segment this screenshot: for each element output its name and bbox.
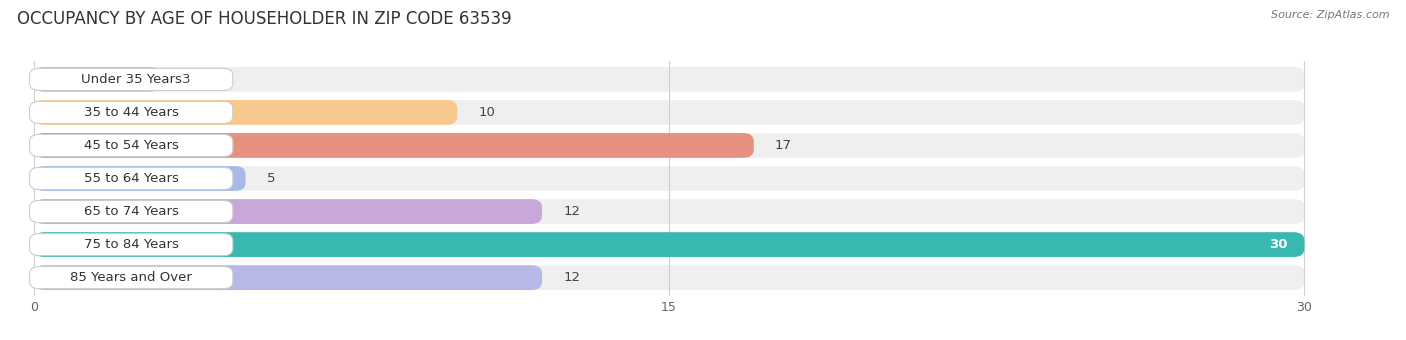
Text: 65 to 74 Years: 65 to 74 Years bbox=[84, 205, 179, 218]
FancyBboxPatch shape bbox=[34, 199, 1305, 224]
FancyBboxPatch shape bbox=[34, 232, 1305, 257]
Text: 75 to 84 Years: 75 to 84 Years bbox=[84, 238, 179, 251]
Text: 17: 17 bbox=[775, 139, 792, 152]
Text: 5: 5 bbox=[267, 172, 276, 185]
FancyBboxPatch shape bbox=[30, 134, 233, 156]
FancyBboxPatch shape bbox=[34, 133, 1305, 158]
FancyBboxPatch shape bbox=[30, 234, 233, 256]
FancyBboxPatch shape bbox=[30, 201, 233, 223]
FancyBboxPatch shape bbox=[34, 232, 1305, 257]
Text: 10: 10 bbox=[478, 106, 495, 119]
FancyBboxPatch shape bbox=[34, 265, 1305, 290]
Text: 3: 3 bbox=[181, 73, 191, 86]
FancyBboxPatch shape bbox=[34, 100, 457, 125]
Text: OCCUPANCY BY AGE OF HOUSEHOLDER IN ZIP CODE 63539: OCCUPANCY BY AGE OF HOUSEHOLDER IN ZIP C… bbox=[17, 10, 512, 28]
Text: Source: ZipAtlas.com: Source: ZipAtlas.com bbox=[1271, 10, 1389, 20]
FancyBboxPatch shape bbox=[34, 67, 160, 92]
FancyBboxPatch shape bbox=[34, 166, 1305, 191]
FancyBboxPatch shape bbox=[34, 100, 1305, 125]
Text: 45 to 54 Years: 45 to 54 Years bbox=[84, 139, 179, 152]
FancyBboxPatch shape bbox=[34, 67, 1305, 92]
FancyBboxPatch shape bbox=[34, 199, 543, 224]
Text: 12: 12 bbox=[564, 205, 581, 218]
FancyBboxPatch shape bbox=[34, 166, 246, 191]
FancyBboxPatch shape bbox=[30, 101, 233, 123]
FancyBboxPatch shape bbox=[34, 133, 754, 158]
Text: 85 Years and Over: 85 Years and Over bbox=[70, 271, 193, 284]
Text: 30: 30 bbox=[1270, 238, 1288, 251]
FancyBboxPatch shape bbox=[30, 167, 233, 190]
Text: Under 35 Years: Under 35 Years bbox=[80, 73, 181, 86]
FancyBboxPatch shape bbox=[30, 267, 233, 289]
Text: 12: 12 bbox=[564, 271, 581, 284]
Text: 55 to 64 Years: 55 to 64 Years bbox=[84, 172, 179, 185]
FancyBboxPatch shape bbox=[30, 68, 233, 90]
Text: 35 to 44 Years: 35 to 44 Years bbox=[84, 106, 179, 119]
FancyBboxPatch shape bbox=[34, 265, 543, 290]
